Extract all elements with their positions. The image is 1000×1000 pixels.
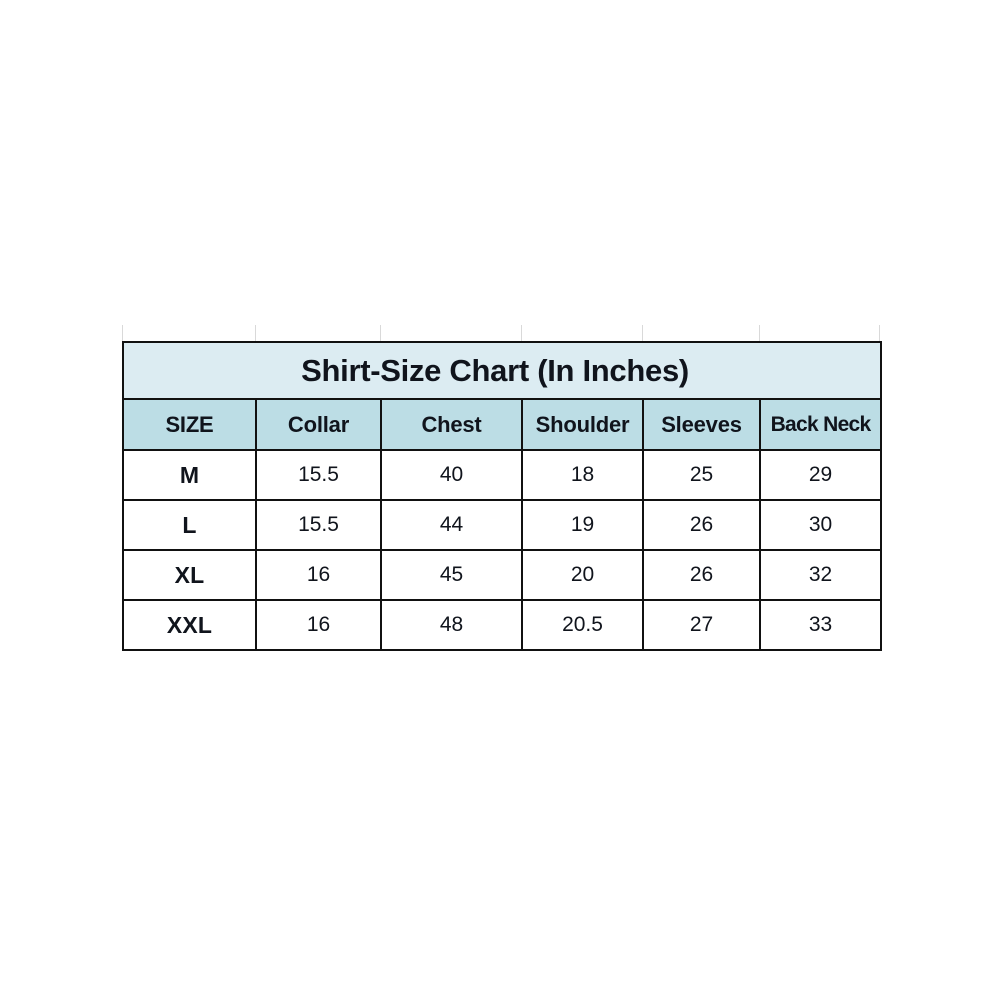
cell-collar: 15.5	[255, 449, 382, 501]
cell-collar: 16	[255, 599, 382, 651]
gridline-tick	[642, 325, 643, 341]
cell-sleeves: 26	[642, 549, 761, 601]
size-chart-table: Shirt-Size Chart (In Inches) SIZE Collar…	[121, 341, 883, 651]
cell-shoulder: 20	[521, 549, 644, 601]
gridline-tick	[879, 325, 880, 341]
gridline-tick	[255, 325, 256, 341]
cell-shoulder: 18	[521, 449, 644, 501]
column-header-chest: Chest	[380, 398, 523, 451]
column-header-size: SIZE	[122, 398, 257, 451]
gridline-tick	[380, 325, 381, 341]
cell-size: XL	[122, 549, 257, 601]
column-header-collar: Collar	[255, 398, 382, 451]
cell-size: M	[122, 449, 257, 501]
cell-size: L	[122, 499, 257, 551]
cell-back-neck: 33	[758, 599, 883, 651]
cell-sleeves: 26	[642, 499, 761, 551]
gridline-tick	[521, 325, 522, 341]
cell-chest: 40	[380, 449, 523, 501]
column-header-back-neck: Back Neck	[758, 398, 883, 451]
cell-collar: 15.5	[255, 499, 382, 551]
cell-chest: 48	[380, 599, 523, 651]
cell-chest: 44	[380, 499, 523, 551]
table-row: M 15.5 40 18 25 29	[122, 449, 883, 501]
table-row: XXL 16 48 20.5 27 33	[122, 599, 883, 651]
table-row: L 15.5 44 19 26 30	[122, 499, 883, 551]
cell-chest: 45	[380, 549, 523, 601]
gridline-tick	[759, 325, 760, 341]
cell-size: XXL	[122, 599, 257, 651]
table-title-row: Shirt-Size Chart (In Inches)	[121, 341, 883, 400]
cell-back-neck: 30	[758, 499, 883, 551]
table-row: XL 16 45 20 26 32	[122, 549, 883, 601]
cell-shoulder: 19	[521, 499, 644, 551]
cell-shoulder: 20.5	[521, 599, 644, 651]
cell-back-neck: 32	[758, 549, 883, 601]
gridline-tick	[122, 325, 123, 341]
cell-back-neck: 29	[758, 449, 883, 501]
column-header-sleeves: Sleeves	[642, 398, 761, 451]
column-header-shoulder: Shoulder	[521, 398, 644, 451]
chart-title: Shirt-Size Chart (In Inches)	[121, 341, 883, 400]
cell-sleeves: 27	[642, 599, 761, 651]
cell-sleeves: 25	[642, 449, 761, 501]
cell-collar: 16	[255, 549, 382, 601]
table-header-row: SIZE Collar Chest Shoulder Sleeves Back …	[122, 398, 883, 451]
